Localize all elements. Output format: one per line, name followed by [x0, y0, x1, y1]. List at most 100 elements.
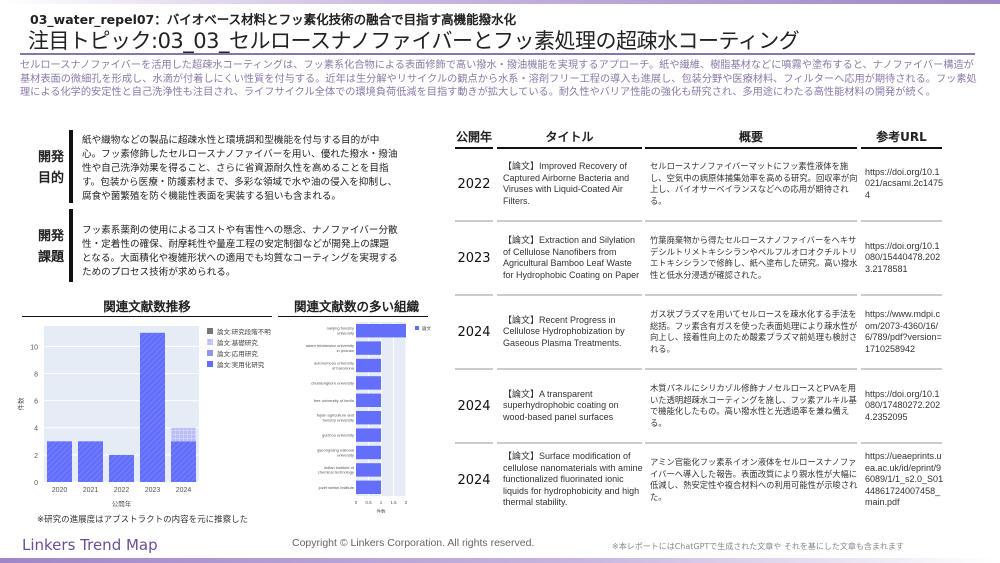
legend-swatch — [207, 361, 213, 367]
top-accent-bar — [0, 0, 1000, 4]
row-url-link[interactable]: https://doi.org/10.1021/acsami.2c14754 — [865, 166, 944, 200]
row-summary-text: アミン官能化フッ素系イオン液体をセルロースナノファイバーへ導入した報告。表面改質… — [650, 457, 858, 502]
issues-label: 開発課題 — [37, 229, 64, 265]
y-tick-label: 10 — [30, 344, 38, 351]
x-tick-label: 1 — [380, 500, 383, 505]
row-title: 【論文】Surface modification of cellulose na… — [503, 444, 643, 516]
y-axis-label: 件数 — [16, 397, 25, 411]
y-tick-label: 2 — [34, 453, 38, 460]
row-title-text: 【論文】Surface modification of cellulose na… — [503, 451, 643, 508]
row-url[interactable]: https://doi.org/10.1080/15440478.2023.21… — [865, 222, 944, 294]
y-tick-label: chulalongkorn university — [311, 380, 354, 385]
bar-chulalongkorn university — [356, 376, 381, 390]
bar-gyeongsang national university — [356, 445, 381, 460]
row-divider — [861, 294, 942, 296]
col-header-year: 公開年 — [455, 128, 493, 149]
row-summary: ガス状プラズマを用いてセルロースを疎水化する手法を総括。フッ素含有ガスを使った表… — [650, 296, 858, 368]
row-url[interactable]: https://doi.org/10.1021/acsami.2c14754 — [865, 148, 944, 220]
intro-paragraph: セルロースナノファイバーを活用した超疎水コーティングは、フッ素系化合物による表面… — [20, 60, 977, 98]
row-url-link[interactable]: https://doi.org/10.1080/17480272.2024.23… — [865, 388, 941, 422]
row-url[interactable]: https://ueaeprints.uea.ac.uk/id/eprint/9… — [865, 444, 944, 516]
col-header-title: タイトル — [497, 128, 642, 149]
bar-nanjing forestry university — [356, 324, 406, 338]
row-divider — [645, 442, 857, 444]
title-divider — [20, 53, 975, 55]
row-divider — [861, 220, 942, 222]
row-divider — [497, 220, 642, 222]
x-tick-label: 2024 — [176, 487, 192, 494]
x-axis-label: 件数 — [377, 508, 386, 513]
legend-swatch — [207, 328, 213, 334]
x-tick-label: 2021 — [83, 487, 99, 494]
table-row: 2022 【論文】Improved Recovery of Captured A… — [455, 148, 944, 220]
row-year: 2024 — [457, 472, 491, 488]
trend-chart-heading: 関連文献数推移 — [22, 296, 272, 317]
row-divider — [497, 442, 642, 444]
row-summary-text: 竹葉廃棄物から得たセルロースナノファイバーをヘキサデシルトリメトキシシランやペル… — [650, 235, 858, 280]
bar-2024-論文:基礎研究 — [171, 427, 196, 442]
y-tick-label: fujian agriculture and forestry universit… — [317, 413, 354, 423]
x-tick-label: 0.5 — [365, 500, 372, 505]
y-tick-label: 4 — [34, 426, 38, 433]
y-tick-label: 8 — [34, 371, 38, 378]
y-tick-label: guizhou university — [322, 433, 354, 438]
legend-swatch — [207, 339, 213, 345]
y-tick-label: 0 — [34, 480, 38, 487]
trend-bar-chart: 0 2 4 6 8 10 2020 2021 2022 2023 2024 公開年 件数 論文:研究段階不… — [16, 326, 271, 508]
row-year: 2024 — [457, 324, 491, 340]
table-row: 2024 【論文】Recent Progress in Cellulose Hy… — [455, 296, 942, 368]
y-tick-label: 6 — [34, 399, 38, 406]
bar-2022-論文:実用化研究 — [109, 454, 134, 482]
legend-label: 論文 — [422, 325, 431, 332]
x-axis-label: 公開年 — [112, 499, 132, 508]
row-url[interactable]: https://www.mdpi.com/2073-4360/16/6/789/… — [865, 296, 944, 368]
x-tick-label: 2020 — [52, 487, 68, 494]
org-bar-chart: 0 0.5 1 1.5 2 nanjing forestry university adam … — [306, 322, 431, 513]
legend-label: 論文:基礎研究 — [217, 338, 258, 347]
x-tick-label: 0 — [355, 500, 358, 505]
row-url[interactable]: https://doi.org/10.1080/17480272.2024.23… — [865, 370, 944, 442]
ai-disclaimer: ※本レポートにはChatGPTで生成された文章や それを基にした文章も含まれます — [612, 542, 904, 551]
row-summary-text: 木質パネルにシリカゾル修飾ナノセルロースとPVAを用いた透明超疎水コーティングを… — [650, 383, 857, 428]
bar-free university of berlin — [356, 393, 381, 407]
copyright: Copyright © Linkers Corporation. All rig… — [292, 537, 535, 549]
bar-guizhou university — [356, 428, 381, 442]
chart-note: ※研究の進展度はアブストラクトの内容を元に推察した — [37, 515, 249, 525]
row-divider — [455, 294, 493, 296]
y-tick-label: jozef stefan institute — [318, 485, 355, 490]
issues-divider — [69, 209, 73, 282]
x-tick-label: 2023 — [145, 487, 161, 494]
row-divider — [861, 442, 942, 444]
y-tick-label: nanjing forestry university — [327, 326, 354, 336]
bottom-accent-bar — [0, 558, 1000, 563]
row-title-text: 【論文】Recent Progress in Cellulose Hydroph… — [503, 314, 625, 348]
report-subtitle: 03_water_repel07：バイオベース材料とフッ素化技術の融合で目指す高… — [30, 12, 517, 27]
bar-autonomous university of barcelona — [356, 358, 381, 373]
y-tick-label: adam mickiewicz university in poznan — [306, 343, 354, 353]
purpose-text: 紙や織物などの製品に超疎水性と環境調和型機能を付与する目的が中心。フッ素修飾した… — [82, 135, 398, 202]
row-divider — [455, 442, 493, 444]
row-title: 【論文】Extraction and Silylation of Cellulo… — [503, 222, 643, 294]
purpose-label: 開発目的 — [37, 150, 64, 186]
y-tick-label: gyeongsang national university — [317, 448, 354, 458]
x-tick-label: 2022 — [114, 487, 130, 494]
row-divider — [861, 368, 942, 370]
x-tick-label: 2 — [405, 500, 408, 505]
row-url-link[interactable]: https://ueaeprints.uea.ac.uk/id/eprint/9… — [865, 451, 944, 508]
orgs-chart-heading: 関連文献数の多い組織 — [278, 296, 428, 317]
row-divider — [645, 220, 857, 222]
row-summary: セルロースナノファイバーマットにフッ素性液体を施し、空気中の病原体捕集効率を高め… — [650, 148, 858, 220]
bar-indian institute of chemical technology — [356, 463, 381, 477]
row-title: 【論文】A transparent superhydrophobic coati… — [503, 370, 643, 442]
row-url-link[interactable]: https://doi.org/10.1080/15440478.2023.21… — [865, 240, 941, 274]
row-title-text: 【論文】A transparent superhydrophobic coati… — [503, 388, 619, 422]
row-summary: 木質パネルにシリカゾル修飾ナノセルロースとPVAを用いた透明超疎水コーティングを… — [650, 370, 858, 442]
page-title: 注目トピック:03_03_セルロースナノファイバーとフッ素処理の超疎水コーティン… — [28, 29, 800, 53]
legend-swatch — [207, 350, 213, 356]
row-year: 2024 — [457, 398, 491, 414]
legend-label: 論文:研究段階不明 — [217, 327, 271, 336]
col-header-url: 参考URL — [861, 128, 942, 149]
row-url-link[interactable]: https://www.mdpi.com/2073-4360/16/6/789/… — [865, 309, 942, 354]
table-row: 2024 【論文】A transparent superhydrophobic … — [455, 370, 942, 442]
y-tick-label: free university of berlin — [314, 398, 354, 403]
